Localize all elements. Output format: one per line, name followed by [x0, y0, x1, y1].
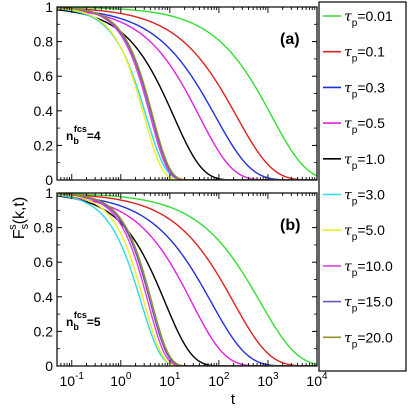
y-tick-label: 0.6: [34, 254, 54, 270]
legend-item: τp=3.0: [323, 187, 385, 208]
x-tick-label: 100: [110, 371, 132, 389]
series-line--p-0-3: [57, 8, 317, 180]
x-tick-label: 102: [208, 371, 230, 389]
y-tick-label: 1: [45, 0, 53, 15]
legend-item: τp=0.01: [323, 8, 393, 29]
legend-item: τp=20.0: [323, 329, 393, 350]
y-tick-label: 0.2: [34, 323, 54, 339]
y-tick-label: 0.6: [34, 68, 54, 84]
series-line--p-5-0: [57, 7, 317, 180]
series-line--p-0-3: [57, 194, 317, 366]
series-line--p-3-0: [57, 194, 317, 366]
legend-label: τp=1.0: [344, 151, 385, 172]
series-line--p-0-01: [57, 7, 317, 177]
series-line--p-20-0: [57, 193, 317, 366]
legend-label: τp=3.0: [344, 187, 385, 208]
legend-item: τp=0.3: [323, 79, 385, 100]
series-group: [57, 193, 317, 366]
series-line--p-3-0: [57, 8, 317, 180]
series-line--p-5-0: [57, 193, 317, 366]
y-tick-label: 0.8: [34, 220, 54, 236]
y-axis-label-main: F: [11, 229, 28, 239]
series-line--p-0-5: [57, 195, 317, 366]
y-tick-label: 0.2: [34, 137, 54, 153]
panel-annotation: nbfcs=5: [66, 310, 101, 332]
panel-b: 0 0.2 0.4 0.6 0.8 1 10-1 100 101 102 103 104 (b) nbfc…: [34, 185, 328, 389]
series-line--p-0-5: [57, 8, 317, 180]
panel-a: 0 0.2 0.4 0.6 0.8 1 (a) nbfcs=4: [34, 0, 318, 188]
legend-item: τp=10.0: [323, 258, 393, 279]
y-axis-label: Fss(k,t): [7, 197, 31, 239]
legend-item: τp=5.0: [323, 222, 385, 243]
series-line--p-0-01: [57, 193, 317, 366]
legend-label: τp=0.01: [344, 8, 393, 29]
legend-label: τp=0.3: [344, 79, 385, 100]
x-tick-label: 103: [257, 371, 279, 389]
legend-label: τp=20.0: [344, 329, 393, 350]
y-tick-label: 0: [45, 172, 53, 188]
legend-label: τp=0.1: [344, 44, 385, 65]
legend: τp=0.01 τp=0.1 τp=0.3 τp=0.5 τp=1.0 τp=3.0 τp=…: [318, 1, 407, 372]
legend-box: [318, 1, 407, 372]
legend-item: τp=1.0: [323, 151, 385, 172]
series-line--p-0-1: [57, 193, 317, 366]
legend-label: τp=15.0: [344, 294, 393, 315]
legend-label: τp=0.5: [344, 115, 385, 136]
panel-label: (b): [280, 217, 300, 234]
plot-frame: [56, 192, 318, 367]
x-tick-label: 10-1: [60, 371, 85, 389]
y-tick-label: 0.4: [34, 289, 54, 305]
series-line--p-1-0: [57, 195, 317, 366]
legend-label: τp=10.0: [344, 258, 393, 279]
legend-item: τp=15.0: [323, 294, 393, 315]
y-tick-label: 0: [45, 358, 53, 374]
panel-label: (a): [280, 31, 300, 48]
y-tick-label: 0.4: [34, 103, 54, 119]
x-axis-label: t: [231, 391, 236, 408]
x-tick-label: 104: [306, 371, 328, 389]
panel-annotation: nbfcs=4: [66, 124, 101, 146]
y-axis-label-arg: (k,t): [11, 197, 28, 225]
series-line--p-0-1: [57, 7, 317, 180]
series-line--p-10-0: [57, 193, 317, 366]
legend-label: τp=5.0: [344, 222, 385, 243]
y-tick-label: 1: [45, 185, 53, 201]
series-line--p-1-0: [57, 9, 317, 180]
y-tick-label: 0.8: [34, 34, 54, 50]
legend-item: τp=0.1: [323, 44, 385, 65]
y-axis-label-sup: s: [7, 224, 19, 230]
x-tick-label: 101: [159, 371, 181, 389]
legend-item: τp=0.5: [323, 115, 385, 136]
series-group: [57, 7, 317, 180]
y-axis-label-sub: s: [19, 223, 31, 229]
series-line--p-15-0: [57, 193, 317, 366]
